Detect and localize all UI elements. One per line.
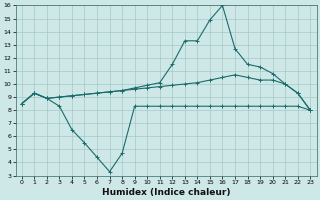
X-axis label: Humidex (Indice chaleur): Humidex (Indice chaleur) — [102, 188, 230, 197]
